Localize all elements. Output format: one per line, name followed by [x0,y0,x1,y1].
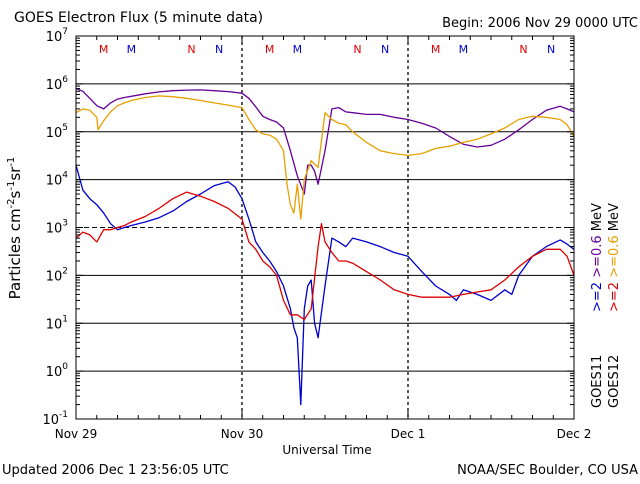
x-tick-label: Dec 2 [557,427,592,441]
y-tick-label: 107 [46,27,68,45]
marker-label: N [381,43,389,56]
updated-timestamp: Updated 2006 Dec 1 23:56:05 UTC [2,463,229,478]
marker-label: M [431,43,441,56]
series-line-0 [75,87,575,195]
chart-title: GOES Electron Flux (5 minute data) [14,10,263,26]
marker-label: N [519,43,527,56]
series-line-1 [75,95,575,220]
legend-satellite-label: GOES11 [590,355,605,408]
legend-entries: >=2 >=0.6 MeV [607,203,622,312]
y-tick-label: 106 [46,75,69,93]
y-tick-label: 105 [46,123,68,141]
x-tick-label: Dec 1 [391,427,426,441]
marker-label: N [547,43,555,56]
marker-label: M [99,43,109,56]
marker-label: M [293,43,303,56]
legend: GOES11 >=2 >=0.6 MeV GOES12 >=2 >=0.6 MeV [590,203,622,408]
begin-date: Begin: 2006 Nov 29 0000 UTC [442,16,638,31]
credit-text: NOAA/SEC Boulder, CO USA [457,463,638,478]
series-line-3 [75,191,575,321]
grid-lines [76,36,574,419]
legend-entries: >=2 >=0.6 MeV [590,203,605,312]
y-axis: 10-1 100 101 102 103 104 105 106 107 [42,27,574,428]
marker-label: N [353,43,361,56]
marker-label: N [187,43,195,56]
marker-label: N [215,43,223,56]
marker-label: M [459,43,469,56]
x-axis: Nov 29 Nov 30 Dec 1 Dec 2 [55,36,592,441]
x-tick-label: Nov 29 [55,427,98,441]
y-tick-label: 10-1 [42,410,68,428]
data-series [75,87,575,406]
y-tick-label: 100 [46,362,69,380]
marker-label: M [127,43,137,56]
y-tick-label: 101 [46,314,68,332]
y-axis-label: Particles cm-2s-1sr-1 [6,157,24,300]
x-tick-label: Nov 30 [221,427,264,441]
y-tick-label: 104 [46,171,69,189]
y-tick-label: 103 [46,219,68,237]
x-axis-label: Universal Time [282,443,371,457]
marker-label: M [265,43,275,56]
y-tick-label: 102 [46,266,68,284]
legend-satellite-label: GOES12 [607,355,622,408]
